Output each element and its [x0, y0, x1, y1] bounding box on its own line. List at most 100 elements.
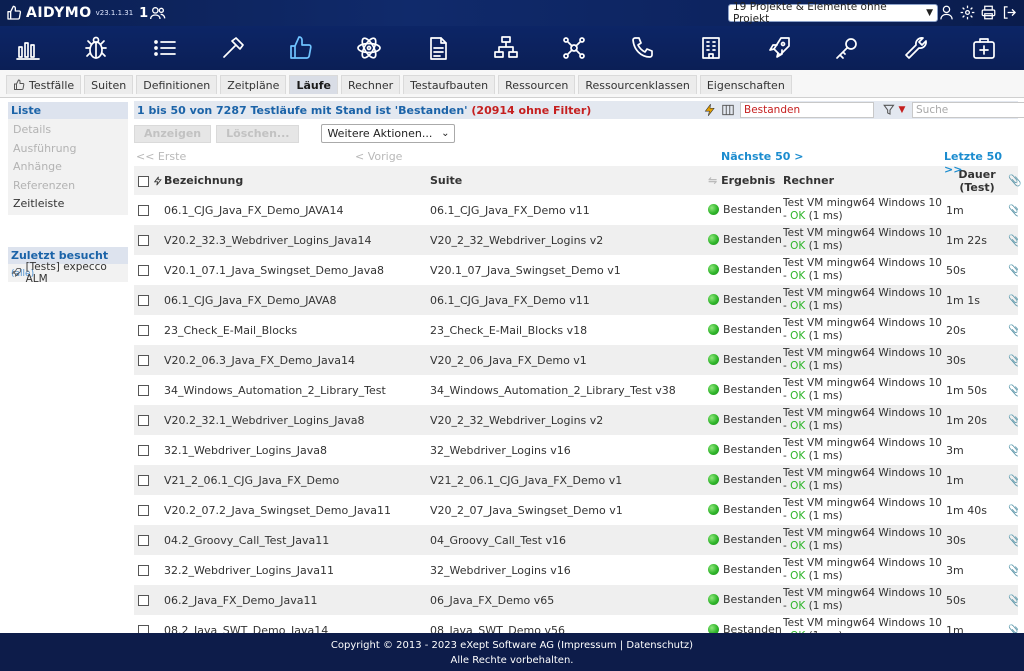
suite-name[interactable]: 06.1_CJG_Java_FX_Demo v11: [430, 285, 708, 315]
column-header-name[interactable]: Bezeichnung: [164, 166, 430, 195]
run-name[interactable]: V20.1_07.1_Java_Swingset_Demo_Java8: [164, 263, 384, 277]
search-input[interactable]: Suche ⚲ ▾: [912, 102, 1024, 118]
nav-flow[interactable]: [478, 26, 534, 70]
user-icon[interactable]: [938, 4, 955, 21]
paperclip-icon[interactable]: 📎: [1008, 293, 1018, 307]
nav-health[interactable]: [956, 26, 1012, 70]
machine-name[interactable]: Test VM mingw64 Windows 10 -: [783, 317, 942, 342]
row-checkbox[interactable]: [138, 205, 149, 216]
column-header-machine[interactable]: Rechner: [783, 166, 946, 195]
run-name[interactable]: 34_Windows_Automation_2_Library_Test: [164, 383, 386, 397]
row-checkbox[interactable]: [138, 445, 149, 456]
paperclip-icon[interactable]: 📎: [1008, 533, 1018, 547]
nav-tools[interactable]: [887, 26, 943, 70]
nav-bugs[interactable]: [68, 26, 124, 70]
paperclip-icon[interactable]: 📎: [1008, 383, 1018, 397]
columns-icon[interactable]: [720, 102, 736, 118]
printer-icon[interactable]: [980, 4, 997, 21]
suite-name[interactable]: V20_2_32_Webdriver_Logins v2: [430, 405, 708, 435]
tab-zeitplaene[interactable]: Zeitpläne: [220, 75, 287, 94]
sidebar-heading-liste[interactable]: Liste: [8, 102, 128, 119]
run-name[interactable]: 32.2_Webdriver_Logins_Java11: [164, 563, 334, 577]
paperclip-icon[interactable]: 📎: [1008, 413, 1018, 427]
machine-name[interactable]: Test VM mingw64 Windows 10 -: [783, 227, 942, 252]
project-selector[interactable]: 19 Projekte & Elemente ohne Projekt ▼: [728, 1, 938, 25]
tab-suiten[interactable]: Suiten: [84, 75, 134, 94]
nav-contact[interactable]: [614, 26, 670, 70]
machine-name[interactable]: Test VM mingw64 Windows 10 -: [783, 197, 942, 222]
online-users[interactable]: 1: [139, 6, 166, 21]
row-checkbox[interactable]: [138, 595, 149, 606]
column-header-suite[interactable]: Suite: [430, 166, 708, 195]
nav-organization[interactable]: [683, 26, 739, 70]
suite-name[interactable]: 06_Java_FX_Demo v65: [430, 585, 708, 615]
pager-previous[interactable]: < Vorige: [355, 150, 403, 163]
table-row[interactable]: 06.1_CJG_Java_FX_Demo_JAVA8 06.1_CJG_Java…: [134, 285, 1018, 315]
row-checkbox[interactable]: [138, 475, 149, 486]
row-checkbox[interactable]: [138, 505, 149, 516]
paperclip-icon[interactable]: 📎: [1008, 263, 1018, 277]
tab-laeufe[interactable]: Läufe: [289, 75, 338, 94]
run-name[interactable]: V21_2_06.1_CJG_Java_FX_Demo: [164, 465, 430, 495]
status-filter-input[interactable]: Bestanden: [740, 102, 874, 118]
tab-testfaelle[interactable]: Testfälle: [6, 75, 82, 94]
table-row[interactable]: 32.1_Webdriver_Logins_Java8 32_Webdriver_…: [134, 435, 1018, 465]
table-row[interactable]: V20.2_32.3_Webdriver_Logins_Java14 V20_2_…: [134, 225, 1018, 255]
suite-name[interactable]: V21_2_06.1_CJG_Java_FX_Demo v1: [430, 465, 708, 495]
nav-keys[interactable]: [819, 26, 875, 70]
row-checkbox[interactable]: [138, 295, 149, 306]
select-all-checkbox[interactable]: [138, 175, 149, 187]
machine-name[interactable]: Test VM mingw64 Windows 10 -: [783, 377, 942, 402]
run-name[interactable]: 04.2_Groovy_Call_Test_Java11: [164, 525, 430, 555]
nav-network[interactable]: [546, 26, 602, 70]
suite-name[interactable]: V20.1_07_Java_Swingset_Demo v1: [430, 263, 621, 277]
recently-visited-item[interactable]: [Tests] expecco ALM: [8, 261, 128, 285]
machine-name[interactable]: Test VM mingw64 Windows 10 -: [783, 587, 942, 612]
pager-last[interactable]: Letzte 50 >>: [944, 150, 1002, 176]
pager-first[interactable]: << Erste: [136, 150, 187, 163]
suite-name[interactable]: 06.1_CJG_Java_FX_Demo v11: [430, 203, 590, 217]
show-button[interactable]: Anzeigen: [134, 124, 212, 143]
machine-name[interactable]: Test VM mingw64 Windows 10 -: [783, 557, 942, 582]
table-row[interactable]: 04.2_Groovy_Call_Test_Java11 04_Groovy_Ca…: [134, 525, 1018, 555]
paperclip-icon[interactable]: 📎: [1008, 593, 1018, 607]
copyright-text[interactable]: Copyright © 2013 - 2023 eXept Software A…: [330, 640, 694, 651]
table-row[interactable]: 32.2_Webdriver_Logins_Java11 32_Webdriver…: [134, 555, 1018, 585]
row-checkbox[interactable]: [138, 565, 149, 576]
paperclip-icon[interactable]: 📎: [1008, 473, 1018, 487]
column-header-duration[interactable]: Dauer (Test): [946, 166, 1008, 195]
more-actions-select[interactable]: Weitere Aktionen... ⌄: [321, 124, 456, 143]
table-row[interactable]: V20.2_06.3_Java_FX_Demo_Java14 V20_2_06_J…: [134, 345, 1018, 375]
suite-name[interactable]: 32_Webdriver_Logins v16: [430, 443, 571, 457]
machine-name[interactable]: Test VM mingw64 Windows 10 -: [783, 467, 942, 492]
run-name[interactable]: V20.2_32.1_Webdriver_Logins_Java8: [164, 405, 430, 435]
paperclip-icon[interactable]: 📎: [1008, 233, 1018, 247]
app-logo[interactable]: AIDYMO v23.1.1.31: [6, 5, 133, 21]
nav-list[interactable]: [137, 26, 193, 70]
nav-deploy[interactable]: [751, 26, 807, 70]
table-row[interactable]: V20.2_32.1_Webdriver_Logins_Java8 V20_2_3…: [134, 405, 1018, 435]
table-row[interactable]: 34_Windows_Automation_2_Library_Test 34_W…: [134, 375, 1018, 405]
nav-ai[interactable]: [341, 26, 397, 70]
row-checkbox[interactable]: [138, 265, 149, 276]
recently-visited-all-link[interactable]: (alle): [11, 268, 35, 279]
tab-definitionen[interactable]: Definitionen: [136, 75, 218, 94]
paperclip-icon[interactable]: 📎: [1008, 353, 1018, 367]
machine-name[interactable]: Test VM mingw64 Windows 10 -: [783, 527, 942, 552]
row-checkbox[interactable]: [138, 235, 149, 246]
paperclip-icon[interactable]: 📎: [1008, 443, 1018, 457]
tab-testaufbauten[interactable]: Testaufbauten: [403, 75, 496, 94]
column-header-result[interactable]: ⇋ Ergebnis: [708, 166, 783, 195]
paperclip-icon[interactable]: 📎: [1008, 323, 1018, 337]
nav-documents[interactable]: [410, 26, 466, 70]
logout-icon[interactable]: [1001, 4, 1018, 21]
nav-build[interactable]: [205, 26, 261, 70]
suite-name[interactable]: 32_Webdriver_Logins v16: [430, 563, 571, 577]
sidebar-item-zeitleiste[interactable]: Zeitleiste: [13, 197, 65, 210]
table-row[interactable]: V20.2_07.2_Java_Swingset_Demo_Java11 V20_…: [134, 495, 1018, 525]
tab-ressourcen[interactable]: Ressourcen: [498, 75, 576, 94]
paperclip-icon[interactable]: 📎: [1008, 623, 1018, 637]
table-row[interactable]: V20.1_07.1_Java_Swingset_Demo_Java8 V20.1…: [134, 255, 1018, 285]
row-checkbox[interactable]: [138, 415, 149, 426]
machine-name[interactable]: Test VM mingw64 Windows 10 -: [783, 287, 942, 312]
